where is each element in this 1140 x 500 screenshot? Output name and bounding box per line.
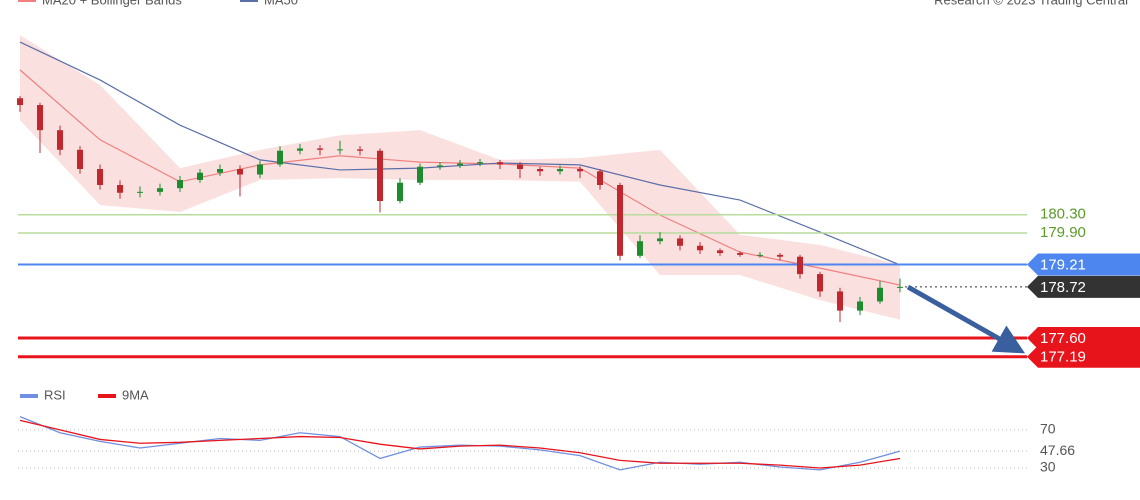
candle-body <box>657 238 663 242</box>
candle-body <box>477 162 483 164</box>
candle-body <box>357 149 363 151</box>
forecast-arrow <box>906 284 1026 354</box>
level-tag <box>1027 253 1140 276</box>
candle-body <box>717 250 723 254</box>
candle-body <box>557 169 563 172</box>
candle-body <box>697 245 703 251</box>
level-label: 179.90 <box>1040 224 1086 241</box>
candle-body <box>577 169 583 172</box>
candle-body <box>677 238 683 246</box>
candle-body <box>177 179 183 189</box>
level-tag <box>1027 345 1140 368</box>
candle-body <box>37 105 43 131</box>
level-label: 179.21 <box>1040 256 1086 273</box>
candle-body <box>637 241 643 256</box>
candle-body <box>257 164 263 175</box>
level-label: 180.30 <box>1040 206 1086 223</box>
candle-body <box>297 148 303 151</box>
candle-body <box>317 148 323 150</box>
level-label: 178.72 <box>1040 279 1086 296</box>
legend-label: MA50 <box>264 0 298 7</box>
candle-body <box>617 185 623 256</box>
candle-body <box>17 98 23 106</box>
price-panel: MA20 + Bollinger Bands MA50 Research © 202… <box>17 0 1140 368</box>
candle-body <box>137 191 143 193</box>
candle-body <box>157 188 163 192</box>
candle-body <box>797 256 803 275</box>
candle-body <box>597 171 603 185</box>
candle-body <box>757 254 763 256</box>
level-label: 177.60 <box>1040 330 1086 347</box>
candle-body <box>457 163 463 166</box>
candle-body <box>417 166 423 183</box>
level-tag <box>1027 275 1140 298</box>
candle-body <box>777 254 783 257</box>
candle-body <box>217 169 223 173</box>
candle-body <box>897 286 903 288</box>
source: Research © 2023 Trading Central <box>934 0 1128 7</box>
candle-body <box>877 287 883 302</box>
legend-label: 9MA <box>122 387 149 402</box>
level-label: 177.19 <box>1040 349 1086 366</box>
candle-body <box>537 169 543 172</box>
legend-label: RSI <box>44 387 66 402</box>
level-tag <box>1027 327 1140 350</box>
candle-body <box>497 162 503 165</box>
candle-body <box>117 185 123 193</box>
candle-body <box>337 149 343 151</box>
candle-body <box>437 165 443 167</box>
bollinger-band <box>20 35 900 320</box>
candle-body <box>517 164 523 170</box>
candle-body <box>237 169 243 175</box>
candle-body <box>77 149 83 170</box>
y-tick-label: 47.66 <box>1040 442 1075 458</box>
y-tick-label: 70 <box>1040 421 1056 437</box>
candle-body <box>397 182 403 201</box>
candle-body <box>197 172 203 180</box>
candle-body <box>277 150 283 165</box>
candle-body <box>817 274 823 292</box>
rsi-line <box>19 419 901 469</box>
candle-body <box>377 150 383 201</box>
legend-label: MA20 + Bollinger Bands <box>42 0 182 7</box>
candle-body <box>57 130 63 150</box>
candle-body <box>737 253 743 255</box>
candle-body <box>857 301 863 311</box>
y-tick-label: 30 <box>1040 459 1056 475</box>
candle-body <box>837 291 843 311</box>
candle-body <box>97 169 103 185</box>
